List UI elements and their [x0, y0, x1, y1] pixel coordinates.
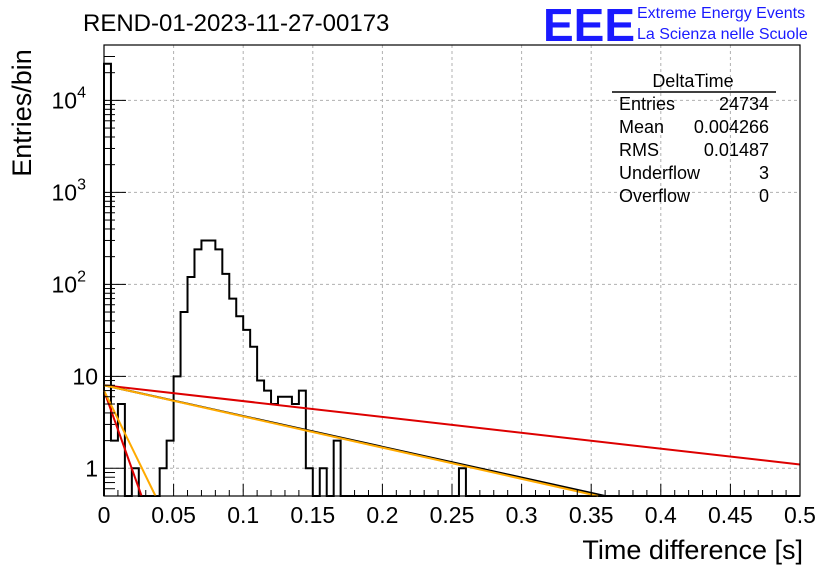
- stats-value: 0: [759, 186, 769, 206]
- x-tick-label: 0.15: [290, 502, 335, 528]
- stats-value: 0.004266: [694, 117, 769, 137]
- stats-label: Overflow: [619, 186, 691, 206]
- x-tick-label: 0.05: [151, 502, 196, 528]
- eee-logo: EEE Extreme Energy Events La Scienza nel…: [543, 0, 808, 51]
- y-tick-label: 104: [52, 84, 87, 113]
- stats-label: Entries: [619, 94, 675, 114]
- y-tick-label: 103: [52, 176, 87, 205]
- fit-lines: [103, 384, 801, 497]
- x-tick-label: 0.3: [506, 502, 538, 528]
- y-tick-label: 10: [72, 363, 98, 389]
- stats-label: Mean: [619, 117, 664, 137]
- grid-lines: [104, 45, 800, 496]
- x-tick-label: 0.2: [366, 502, 398, 528]
- y-tick-label: 1: [85, 455, 98, 481]
- x-tick-label: 0.45: [708, 502, 753, 528]
- x-axis-title: Time difference [s]: [582, 535, 803, 565]
- y-tick-label: 102: [52, 268, 87, 297]
- y-axis-ticks: 1 10 102 103 104: [52, 44, 126, 497]
- stats-value: 24734: [719, 94, 769, 114]
- fit-line: [103, 390, 143, 497]
- plot-title: REND-01-2023-11-27-00173: [83, 10, 389, 37]
- x-tick-label: 0.25: [430, 502, 475, 528]
- fit-line: [103, 384, 599, 497]
- logo-line-2: La Scienza nelle Scuole: [637, 26, 808, 43]
- stats-value: 0.01487: [704, 140, 769, 160]
- fit-line: [103, 390, 157, 497]
- stats-label: RMS: [619, 140, 659, 160]
- x-tick-label: 0: [98, 502, 111, 528]
- fit-line: [103, 384, 801, 466]
- x-tick-label: 0.1: [227, 502, 259, 528]
- stats-value: 3: [759, 163, 769, 183]
- eee-logo-mark: EEE: [543, 0, 635, 51]
- x-tick-label: 0.35: [569, 502, 614, 528]
- stats-label: Underflow: [619, 163, 701, 183]
- logo-line-1: Extreme Energy Events: [637, 5, 805, 22]
- x-tick-label: 0.5: [784, 502, 816, 528]
- x-axis-ticks: 0 0.05 0.1 0.15 0.2 0.25 0.3 0.35 0.4 0.45 0.5: [98, 484, 816, 528]
- x-tick-label: 0.4: [645, 502, 677, 528]
- y-axis-title: Entries/bin: [7, 49, 37, 177]
- stats-box: DeltaTime Entries 24734 Mean 0.004266 RM…: [612, 71, 776, 206]
- stats-title: DeltaTime: [652, 71, 733, 91]
